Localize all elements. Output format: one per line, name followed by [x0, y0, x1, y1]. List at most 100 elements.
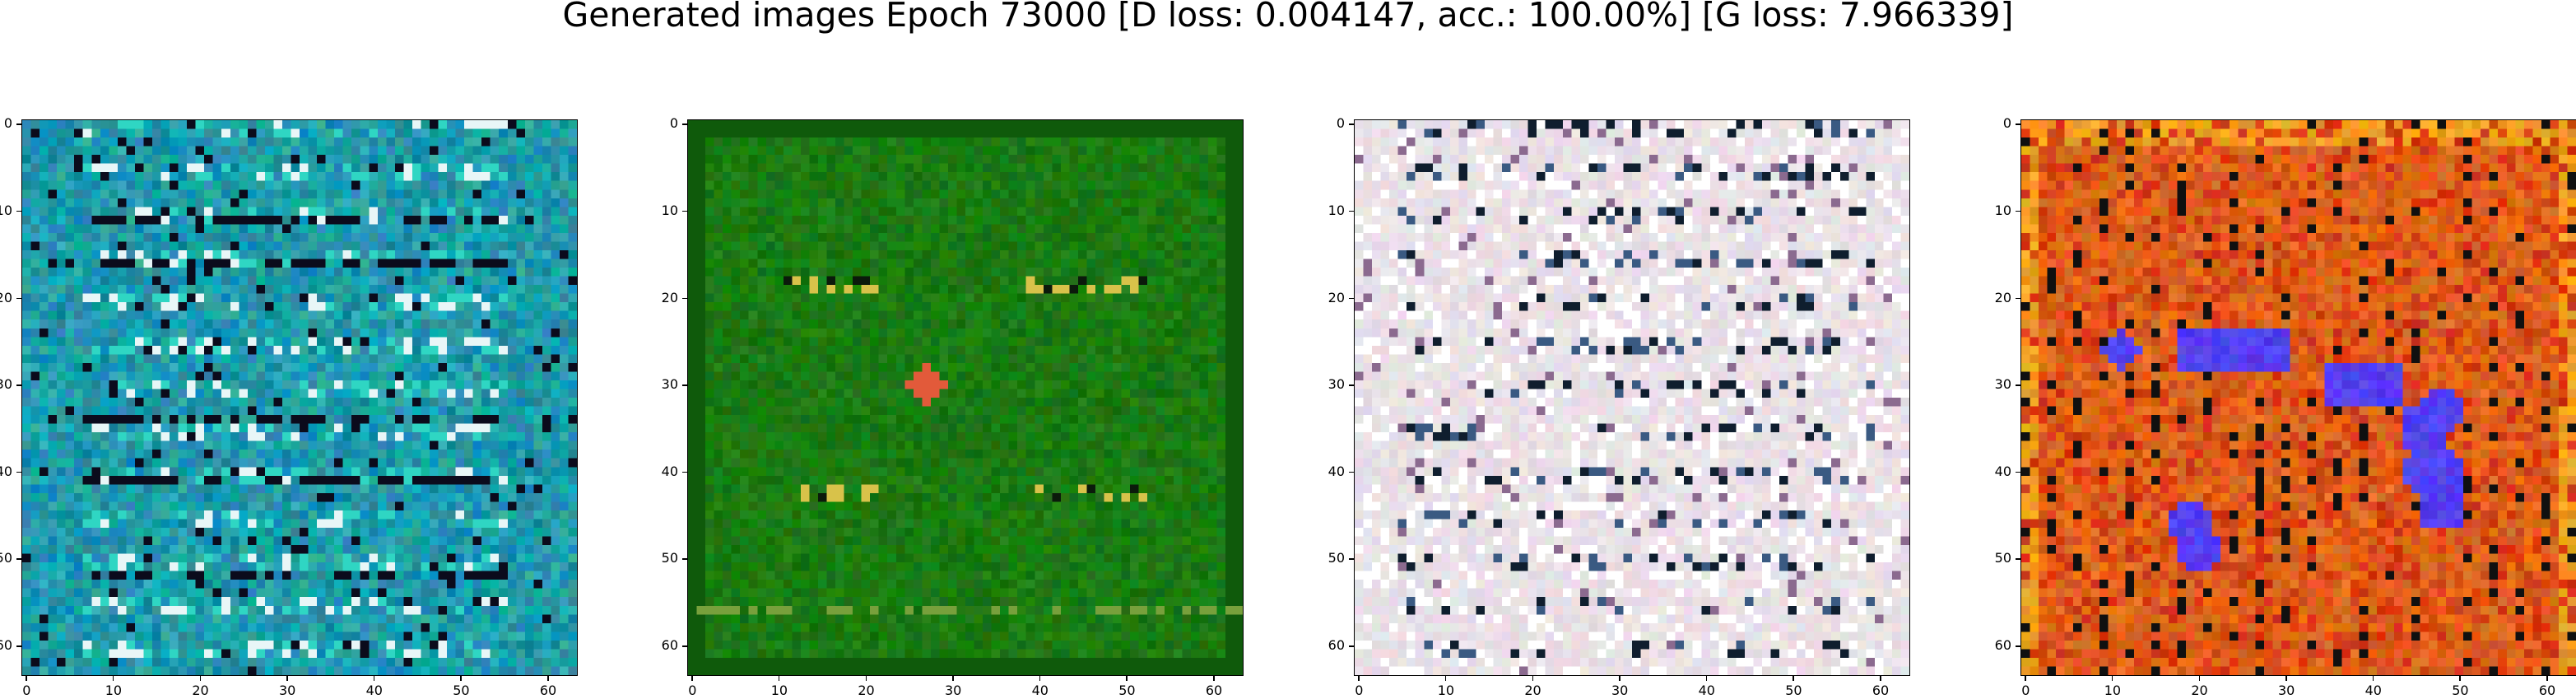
- x-tick-label: 50: [436, 683, 486, 699]
- x-tick-mark: [286, 675, 288, 681]
- x-tick-label: 60: [1189, 683, 1239, 699]
- x-tick-label: 10: [2088, 683, 2137, 699]
- y-tick-label: 40: [662, 464, 678, 480]
- x-tick-label: 60: [1856, 683, 1905, 699]
- x-tick-mark: [113, 675, 114, 681]
- x-tick-mark: [1039, 675, 1041, 681]
- y-tick-mark: [2016, 472, 2021, 473]
- x-tick-label: 0: [667, 683, 717, 699]
- x-tick-mark: [26, 675, 27, 681]
- y-tick-label: 60: [662, 637, 678, 654]
- x-tick-mark: [691, 675, 693, 681]
- y-tick-label: 20: [0, 290, 12, 306]
- y-tick-label: 60: [1995, 637, 2011, 654]
- y-tick-label: 10: [662, 203, 678, 219]
- y-tick-mark: [2016, 211, 2021, 212]
- x-tick-mark: [952, 675, 954, 681]
- x-tick-label: 10: [89, 683, 138, 699]
- y-tick-label: 60: [0, 637, 12, 654]
- y-tick-label: 50: [662, 550, 678, 566]
- pixel-grid-4: [2021, 120, 2576, 675]
- pixel-grid-2: [688, 120, 1243, 675]
- x-tick-mark: [374, 675, 375, 681]
- x-tick-mark: [1126, 675, 1128, 681]
- y-tick-label: 30: [1328, 376, 1345, 393]
- y-tick-label: 0: [4, 115, 12, 132]
- x-tick-label: 20: [842, 683, 891, 699]
- x-tick-mark: [2459, 675, 2461, 681]
- x-tick-mark: [2546, 675, 2548, 681]
- x-tick-label: 0: [2, 683, 51, 699]
- y-tick-mark: [2016, 384, 2021, 386]
- y-tick-mark: [1349, 472, 1355, 473]
- x-tick-label: 50: [1769, 683, 1818, 699]
- y-tick-mark: [1349, 211, 1355, 212]
- x-tick-label: 50: [1102, 683, 1151, 699]
- y-tick-mark: [16, 558, 22, 560]
- x-tick-mark: [2025, 675, 2026, 681]
- x-tick-label: 10: [1421, 683, 1471, 699]
- y-tick-label: 30: [1995, 376, 2011, 393]
- x-tick-mark: [547, 675, 549, 681]
- y-tick-label: 50: [1995, 550, 2011, 566]
- y-tick-mark: [682, 123, 688, 125]
- y-tick-label: 50: [1328, 550, 1345, 566]
- x-tick-mark: [2285, 675, 2287, 681]
- x-tick-label: 10: [755, 683, 804, 699]
- x-tick-label: 30: [1595, 683, 1644, 699]
- x-tick-mark: [1793, 675, 1794, 681]
- pixel-grid-3: [1355, 120, 1909, 675]
- y-tick-mark: [682, 645, 688, 647]
- y-tick-mark: [16, 472, 22, 473]
- x-tick-label: 40: [1682, 683, 1732, 699]
- x-tick-mark: [1880, 675, 1881, 681]
- y-tick-label: 0: [1337, 115, 1345, 132]
- x-tick-label: 50: [2435, 683, 2485, 699]
- x-tick-label: 20: [1509, 683, 1558, 699]
- y-tick-label: 30: [0, 376, 12, 393]
- y-tick-label: 20: [662, 290, 678, 306]
- y-tick-label: 50: [0, 550, 12, 566]
- y-tick-mark: [1349, 123, 1355, 125]
- y-tick-mark: [16, 298, 22, 300]
- pixel-grid-1: [22, 120, 577, 675]
- y-tick-label: 10: [0, 203, 12, 219]
- y-tick-mark: [1349, 384, 1355, 386]
- figure-title: Generated images Epoch 73000 [D loss: 0.…: [0, 0, 2576, 46]
- x-tick-mark: [2112, 675, 2113, 681]
- x-tick-mark: [1358, 675, 1360, 681]
- x-tick-label: 30: [2262, 683, 2311, 699]
- y-tick-label: 60: [1328, 637, 1345, 654]
- x-tick-mark: [2199, 675, 2201, 681]
- y-tick-label: 20: [1328, 290, 1345, 306]
- y-tick-mark: [2016, 645, 2021, 647]
- y-tick-mark: [682, 211, 688, 212]
- x-tick-label: 60: [523, 683, 573, 699]
- y-tick-mark: [16, 645, 22, 647]
- y-tick-mark: [16, 123, 22, 125]
- y-tick-mark: [2016, 298, 2021, 300]
- x-tick-label: 0: [2001, 683, 2050, 699]
- x-tick-mark: [2373, 675, 2374, 681]
- y-tick-label: 10: [1995, 203, 2011, 219]
- y-tick-mark: [682, 472, 688, 473]
- y-tick-mark: [682, 558, 688, 560]
- x-tick-mark: [1213, 675, 1215, 681]
- x-tick-mark: [200, 675, 202, 681]
- y-tick-label: 20: [1995, 290, 2011, 306]
- x-tick-mark: [1706, 675, 1708, 681]
- y-tick-label: 0: [2003, 115, 2011, 132]
- y-tick-label: 0: [670, 115, 678, 132]
- y-tick-mark: [16, 211, 22, 212]
- x-tick-label: 30: [928, 683, 978, 699]
- y-tick-mark: [1349, 558, 1355, 560]
- x-tick-mark: [779, 675, 780, 681]
- y-tick-mark: [1349, 645, 1355, 647]
- y-tick-label: 40: [1328, 464, 1345, 480]
